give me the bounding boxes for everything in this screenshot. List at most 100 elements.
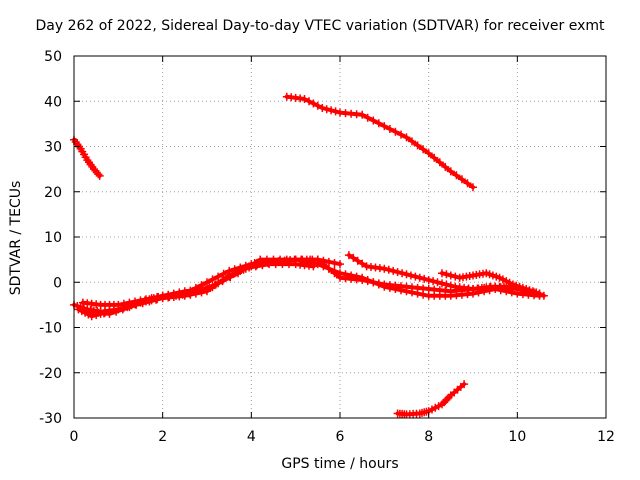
data-point — [330, 259, 339, 267]
y-tick-label: -30 — [39, 411, 62, 427]
y-tick-label: 40 — [44, 94, 62, 110]
data-point — [145, 297, 154, 306]
series-arc9 — [438, 269, 544, 298]
series-arc1 — [70, 135, 104, 180]
data-point — [324, 264, 333, 273]
axis-ticks: 0 2 4 6 8 10 12 -30 -20 -10 0 10 20 30 40 50 — [39, 49, 615, 445]
data-point — [411, 272, 420, 281]
data-point — [438, 279, 446, 288]
data-point — [285, 260, 293, 269]
data-point — [245, 263, 254, 272]
data-point — [158, 294, 167, 303]
data-point — [208, 275, 217, 284]
data-point — [344, 251, 353, 260]
data-point — [298, 255, 307, 264]
data-point — [112, 307, 121, 316]
series-layer — [70, 92, 548, 419]
data-point — [397, 130, 405, 139]
data-point — [214, 272, 223, 281]
data-point — [374, 119, 383, 128]
data-point — [322, 105, 331, 114]
chart-title: Day 262 of 2022, Sidereal Day-to-day VTE… — [35, 18, 605, 34]
data-point — [393, 268, 402, 277]
data-point — [331, 107, 340, 116]
data-point — [198, 285, 207, 293]
data-point — [442, 280, 451, 289]
x-tick-label: 8 — [424, 429, 433, 445]
y-tick-label: 20 — [44, 185, 62, 201]
data-point — [463, 179, 472, 188]
data-point — [324, 257, 333, 266]
data-point — [94, 170, 103, 179]
data-point — [429, 277, 438, 286]
data-point — [358, 110, 367, 119]
data-point — [385, 125, 394, 133]
data-point — [415, 273, 424, 282]
y-tick-label: -20 — [39, 366, 62, 382]
data-point — [446, 167, 455, 176]
series-arc3 — [393, 380, 469, 419]
data-point — [114, 300, 123, 309]
data-point — [349, 253, 358, 262]
data-point — [460, 380, 469, 389]
data-point — [363, 277, 372, 286]
data-point — [205, 282, 214, 291]
data-point — [313, 101, 322, 110]
data-point — [185, 289, 194, 298]
data-point — [309, 262, 318, 271]
data-point — [369, 116, 378, 125]
data-point — [319, 260, 328, 269]
data-point — [457, 175, 466, 184]
y-tick-label: 50 — [44, 49, 62, 65]
data-point — [203, 278, 211, 287]
data-point — [353, 256, 362, 265]
x-tick-label: 0 — [70, 429, 79, 445]
data-point — [435, 158, 444, 167]
data-point — [406, 271, 415, 280]
data-point — [219, 269, 228, 278]
x-tick-label: 6 — [336, 429, 345, 445]
data-point — [178, 290, 187, 299]
data-point — [358, 276, 367, 284]
data-point — [165, 293, 174, 301]
data-point — [442, 270, 451, 279]
data-point — [119, 299, 128, 308]
series-arc8 — [344, 251, 548, 300]
data-point — [95, 171, 104, 180]
data-point — [384, 265, 393, 274]
data-point — [469, 183, 477, 192]
data-point — [424, 149, 433, 158]
data-point — [402, 270, 411, 279]
x-tick-label: 4 — [247, 429, 256, 445]
data-point — [211, 280, 220, 289]
data-point — [398, 269, 407, 278]
data-point — [225, 272, 234, 281]
data-point — [363, 113, 372, 122]
data-point — [402, 133, 411, 142]
data-point — [306, 255, 315, 264]
data-point — [413, 141, 422, 150]
data-point — [231, 268, 240, 277]
series-trace — [284, 94, 475, 190]
data-point — [313, 255, 322, 264]
data-point — [446, 281, 455, 290]
data-point — [132, 300, 141, 309]
data-point — [446, 271, 455, 280]
data-point — [424, 276, 433, 284]
data-point — [258, 261, 267, 270]
data-point — [238, 264, 247, 273]
data-point — [451, 272, 460, 281]
data-point — [430, 153, 439, 162]
data-point — [118, 305, 127, 314]
y-tick-label: 0 — [53, 275, 62, 291]
data-point — [408, 137, 416, 146]
data-point — [138, 299, 147, 308]
data-point — [327, 106, 336, 115]
data-point — [305, 97, 313, 106]
data-point — [420, 274, 429, 283]
data-point — [452, 171, 461, 180]
data-point — [380, 122, 389, 131]
data-point — [251, 262, 260, 271]
data-point — [191, 287, 200, 296]
x-axis-label: GPS time / hours — [281, 456, 399, 472]
